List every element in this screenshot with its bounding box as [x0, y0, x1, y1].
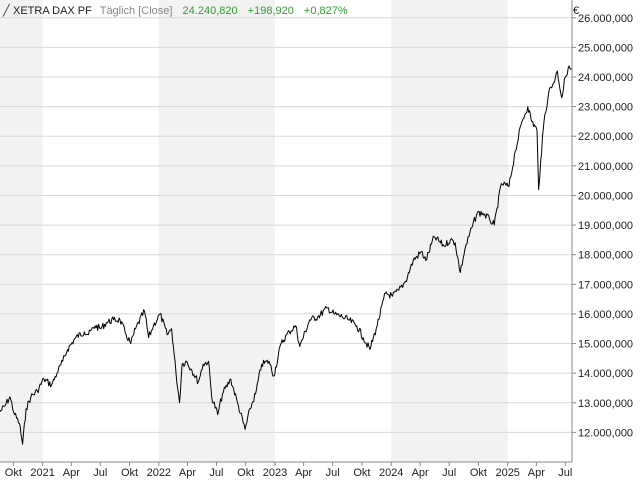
x-tick-label: 2025 [495, 467, 519, 479]
y-tick-label: 22.000,000 [578, 131, 633, 143]
chart-header: ╱ XETRA DAX PF Täglich [Close] 24.240,82… [2, 3, 348, 17]
x-tick-label: 2022 [147, 467, 171, 479]
instrument-name: XETRA DAX PF [13, 5, 92, 17]
y-tick-label: 14.000,000 [578, 368, 633, 380]
interval-label: Täglich [Close] [100, 5, 173, 17]
x-tick-label: Okt [237, 467, 254, 479]
x-tick-label: 2021 [30, 467, 54, 479]
x-axis-ticks: Okt 2021 Apr Jul Okt 2022 Apr Jul Okt 2023 Apr Jul O… [5, 462, 572, 479]
x-tick-label: Apr [528, 467, 545, 479]
price-series-line [0, 65, 573, 445]
y-tick-label: 23.000,000 [578, 102, 633, 114]
currency-label: € [573, 5, 579, 17]
x-tick-label: Okt [5, 467, 22, 479]
year-band [158, 0, 276, 462]
x-tick-label: Jul [326, 467, 340, 479]
y-tick-label: 26.000,000 [578, 13, 633, 25]
x-tick-label: Jul [209, 467, 223, 479]
x-tick-label: Okt [470, 467, 487, 479]
y-tick-label: 16.000,000 [578, 309, 633, 321]
y-tick-label: 12.000,000 [578, 427, 633, 439]
y-tick-label: 18.000,000 [578, 250, 633, 262]
x-tick-label: Jul [442, 467, 456, 479]
y-tick-label: 25.000,000 [578, 42, 633, 54]
x-tick-label: Okt [353, 467, 370, 479]
year-band [391, 0, 508, 462]
price-change-pct: +0,827% [304, 5, 348, 17]
x-tick-label: Okt [121, 467, 138, 479]
x-tick-label: Apr [295, 467, 312, 479]
y-tick-label: 21.000,000 [578, 161, 633, 173]
x-tick-label: Apr [412, 467, 429, 479]
y-tick-label: 15.000,000 [578, 339, 633, 351]
chart-glyph-icon: ╱ [2, 3, 11, 17]
svg-text:XETRA DAX PF Täglich [Cl: XETRA DAX PF Täglich [Close] 24.240,820 … [13, 5, 348, 17]
horizontal-gridlines [0, 17, 572, 433]
background-bands [0, 0, 508, 462]
x-tick-label: 2024 [379, 467, 403, 479]
last-price: 24.240,820 [183, 5, 238, 17]
x-tick-label: Jul [93, 467, 107, 479]
year-band [0, 0, 43, 462]
x-tick-label: Apr [179, 467, 196, 479]
y-axis-ticks: 12.000,000 13.000,000 14.000,000 15.000,000… [572, 13, 633, 439]
y-tick-label: 13.000,000 [578, 398, 633, 410]
y-tick-label: 17.000,000 [578, 279, 633, 291]
price-change: +198,920 [248, 5, 294, 17]
y-tick-label: 20.000,000 [578, 190, 633, 202]
y-tick-label: 19.000,000 [578, 220, 633, 232]
x-tick-label: Apr [63, 467, 80, 479]
x-tick-label: Jul [558, 467, 572, 479]
x-tick-label: 2023 [263, 467, 287, 479]
y-tick-label: 24.000,000 [578, 72, 633, 84]
